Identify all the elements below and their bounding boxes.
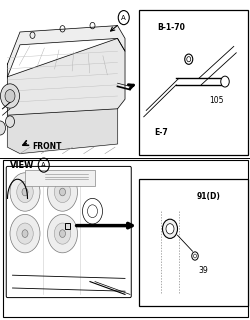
Text: E-7: E-7: [154, 128, 168, 137]
Text: FRONT: FRONT: [32, 142, 62, 151]
Circle shape: [10, 173, 40, 211]
Bar: [2, 160, 248, 317]
Circle shape: [0, 84, 20, 108]
Polygon shape: [8, 26, 125, 77]
Bar: [139, 179, 248, 306]
Circle shape: [17, 181, 33, 203]
Polygon shape: [8, 38, 125, 115]
Text: 91(D): 91(D): [197, 192, 221, 201]
Circle shape: [48, 173, 78, 211]
Circle shape: [48, 214, 78, 253]
Circle shape: [22, 230, 28, 237]
Circle shape: [10, 214, 40, 253]
Bar: [139, 10, 248, 155]
Circle shape: [6, 116, 15, 127]
Text: 39: 39: [199, 266, 209, 275]
Circle shape: [60, 230, 66, 237]
Circle shape: [54, 223, 71, 244]
Text: A: A: [122, 15, 126, 20]
Circle shape: [187, 57, 191, 62]
Text: 105: 105: [209, 96, 224, 105]
Bar: [25, 170, 95, 186]
Circle shape: [54, 181, 71, 203]
Circle shape: [192, 252, 198, 260]
Polygon shape: [8, 109, 117, 154]
Circle shape: [22, 188, 28, 196]
Circle shape: [162, 219, 178, 238]
Circle shape: [0, 121, 6, 135]
Circle shape: [17, 223, 33, 244]
Text: B-1-70: B-1-70: [157, 23, 185, 32]
Circle shape: [221, 76, 229, 87]
Text: A: A: [42, 162, 46, 168]
Circle shape: [185, 54, 193, 64]
Bar: [65, 223, 70, 229]
Circle shape: [5, 90, 15, 102]
Circle shape: [60, 188, 66, 196]
Text: VIEW: VIEW: [10, 161, 34, 170]
Circle shape: [166, 224, 174, 234]
Circle shape: [194, 254, 196, 258]
